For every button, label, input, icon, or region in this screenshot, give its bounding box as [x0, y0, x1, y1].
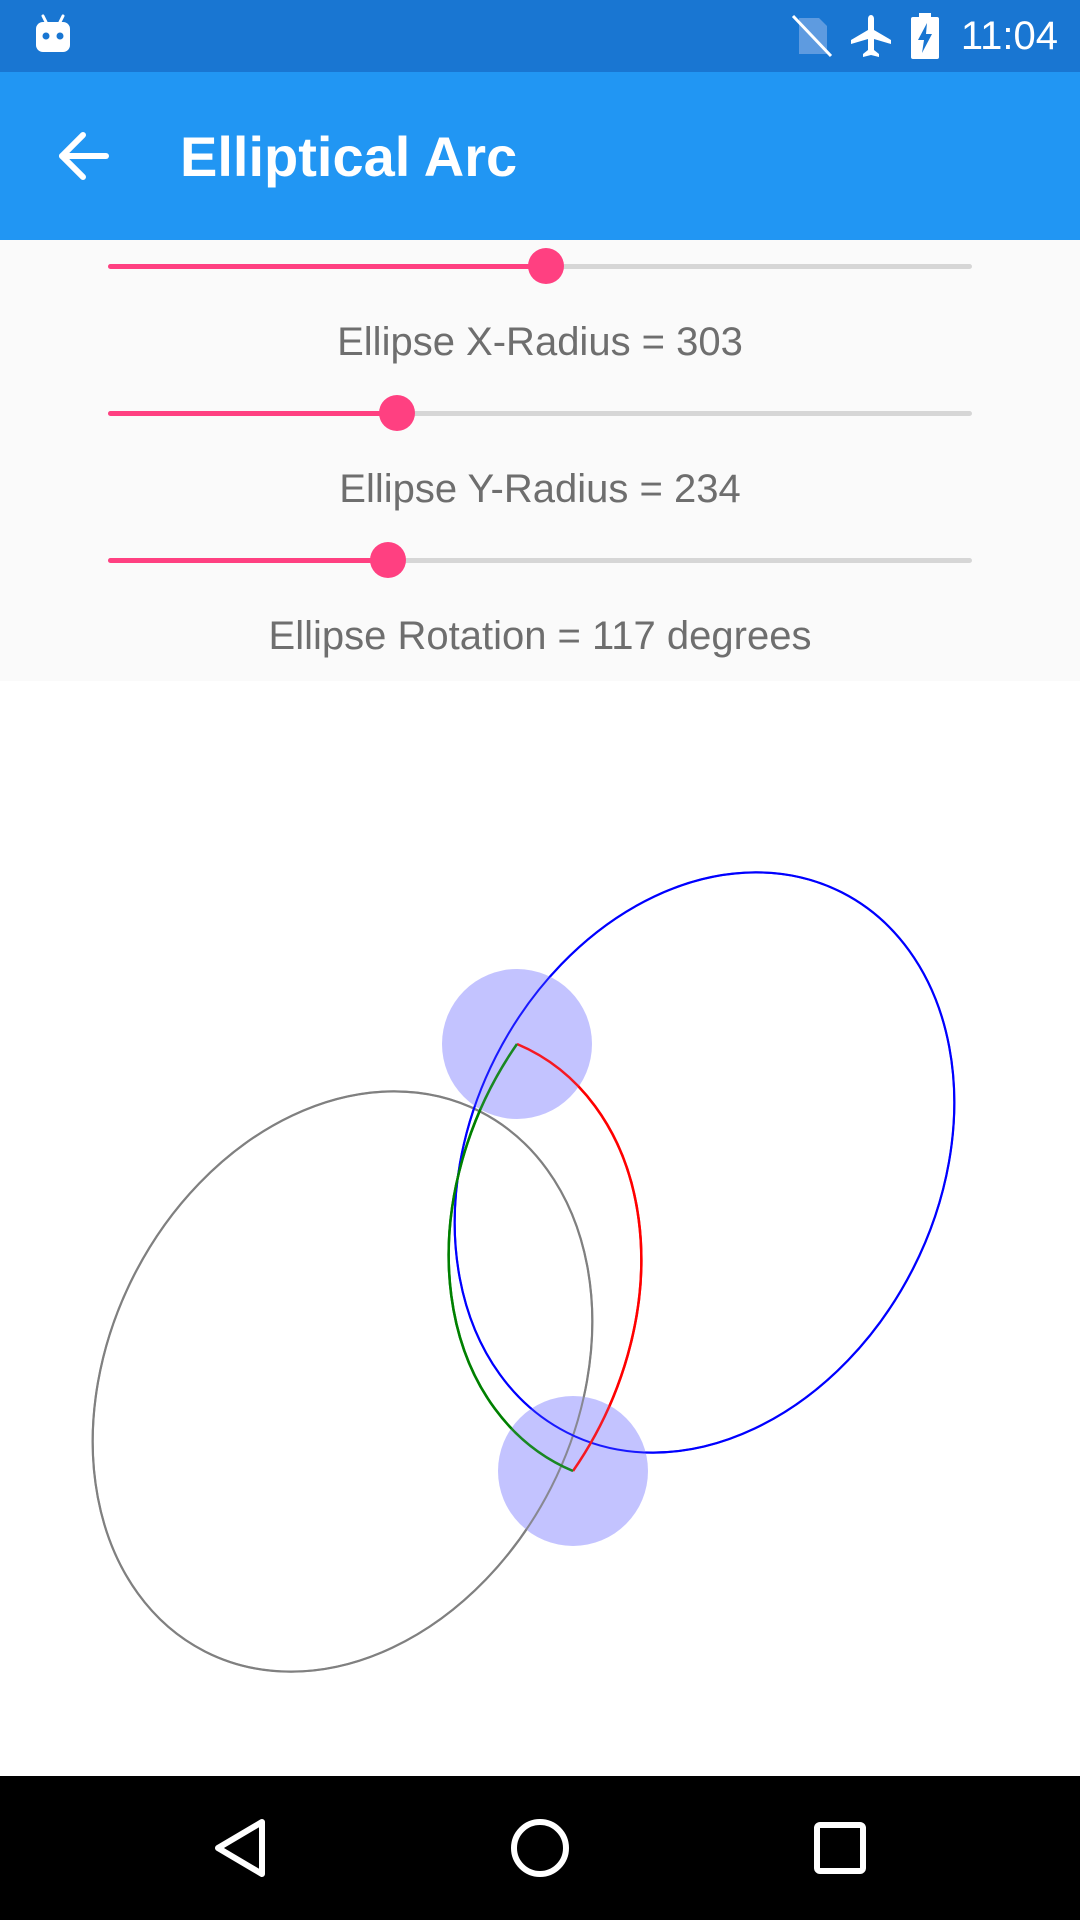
drawing-canvas[interactable] — [0, 681, 1080, 1776]
slider-track — [108, 411, 972, 416]
back-button[interactable] — [40, 112, 128, 200]
slider-fill — [108, 411, 398, 416]
gray-ellipse — [91, 1090, 594, 1673]
nav-back-button[interactable] — [190, 1798, 290, 1898]
nav-recents-button[interactable] — [790, 1798, 890, 1898]
app-bar: Elliptical Arc — [0, 72, 1080, 240]
controls-panel: Ellipse X-Radius = 303 Ellipse Y-Radius … — [0, 240, 1080, 681]
status-bar: 11:04 — [0, 0, 1080, 72]
x-radius-slider[interactable] — [108, 393, 972, 433]
slider-1[interactable] — [108, 246, 972, 286]
slider-fill — [108, 558, 388, 563]
status-clock: 11:04 — [960, 13, 1058, 58]
airplane-mode-icon — [850, 15, 891, 57]
green-arc-overlay — [447, 1043, 574, 1473]
recents-square-icon — [814, 1822, 866, 1874]
status-icons: 11:04 — [789, 0, 1058, 72]
slider-thumb[interactable] — [369, 542, 406, 578]
gray-ellipse-overlay — [91, 1090, 594, 1673]
home-circle-icon — [511, 1819, 569, 1877]
y-radius-slider[interactable] — [108, 540, 972, 580]
back-triangle-icon — [215, 1819, 265, 1877]
slider-track — [108, 558, 972, 563]
android-debug-icon — [36, 14, 70, 52]
x-radius-label: Ellipse X-Radius = 303 — [337, 320, 743, 364]
no-sim-icon — [791, 14, 832, 58]
slider-thumb[interactable] — [528, 248, 565, 284]
blue-ellipse-overlay — [453, 871, 956, 1454]
page-title: Elliptical Arc — [180, 124, 518, 188]
slider-fill — [108, 264, 547, 269]
nav-home-button[interactable] — [490, 1798, 590, 1898]
red-arc-overlay — [516, 1042, 643, 1472]
rotation-label: Ellipse Rotation = 117 degrees — [268, 614, 812, 658]
battery-charging-icon — [910, 13, 939, 59]
navigation-bar — [0, 1776, 1080, 1920]
slider-thumb[interactable] — [379, 395, 416, 431]
arrow-back-icon — [59, 132, 109, 180]
elliptical-arc-drawing — [91, 871, 956, 1673]
y-radius-label: Ellipse Y-Radius = 234 — [339, 467, 741, 511]
